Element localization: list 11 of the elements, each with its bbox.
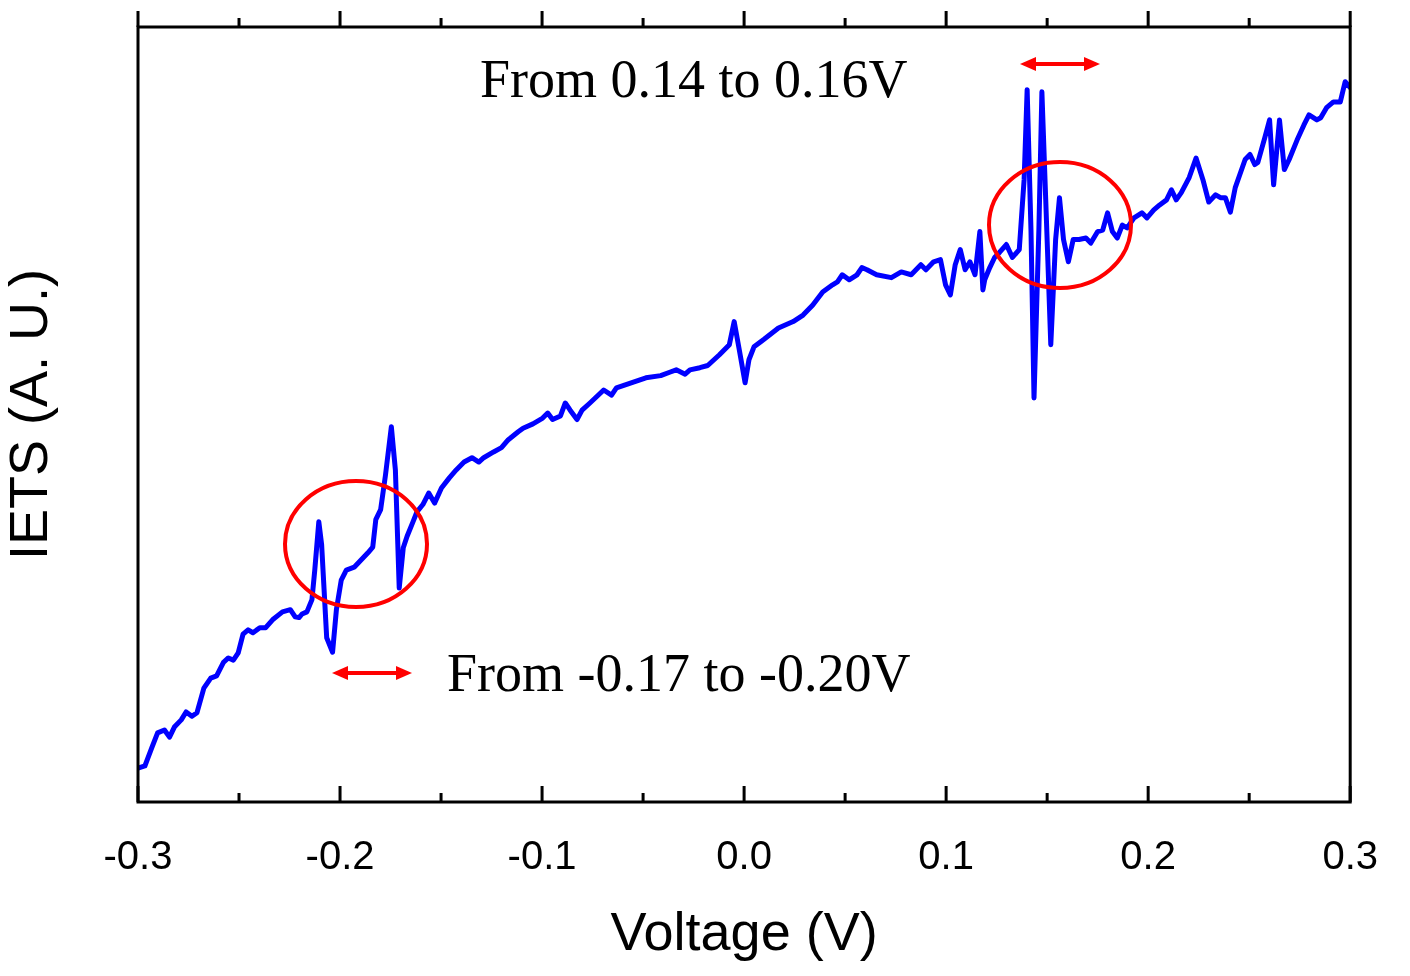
annotation: From -0.17 to -0.20V [447,643,911,703]
x-tick-label: -0.1 [507,833,577,878]
annotation: From 0.14 to 0.16V [480,49,908,109]
y-axis-title: IETS (A. U.) [0,268,59,561]
x-tick-label: 0.2 [1120,833,1176,878]
x-axis-title: Voltage (V) [610,901,878,962]
x-tick-label: 0.1 [918,833,974,878]
x-tick-label: 0.3 [1322,833,1378,878]
x-tick-label: 0.0 [716,833,772,878]
x-tick-label: -0.2 [305,833,375,878]
x-tick-label: -0.3 [103,833,173,878]
